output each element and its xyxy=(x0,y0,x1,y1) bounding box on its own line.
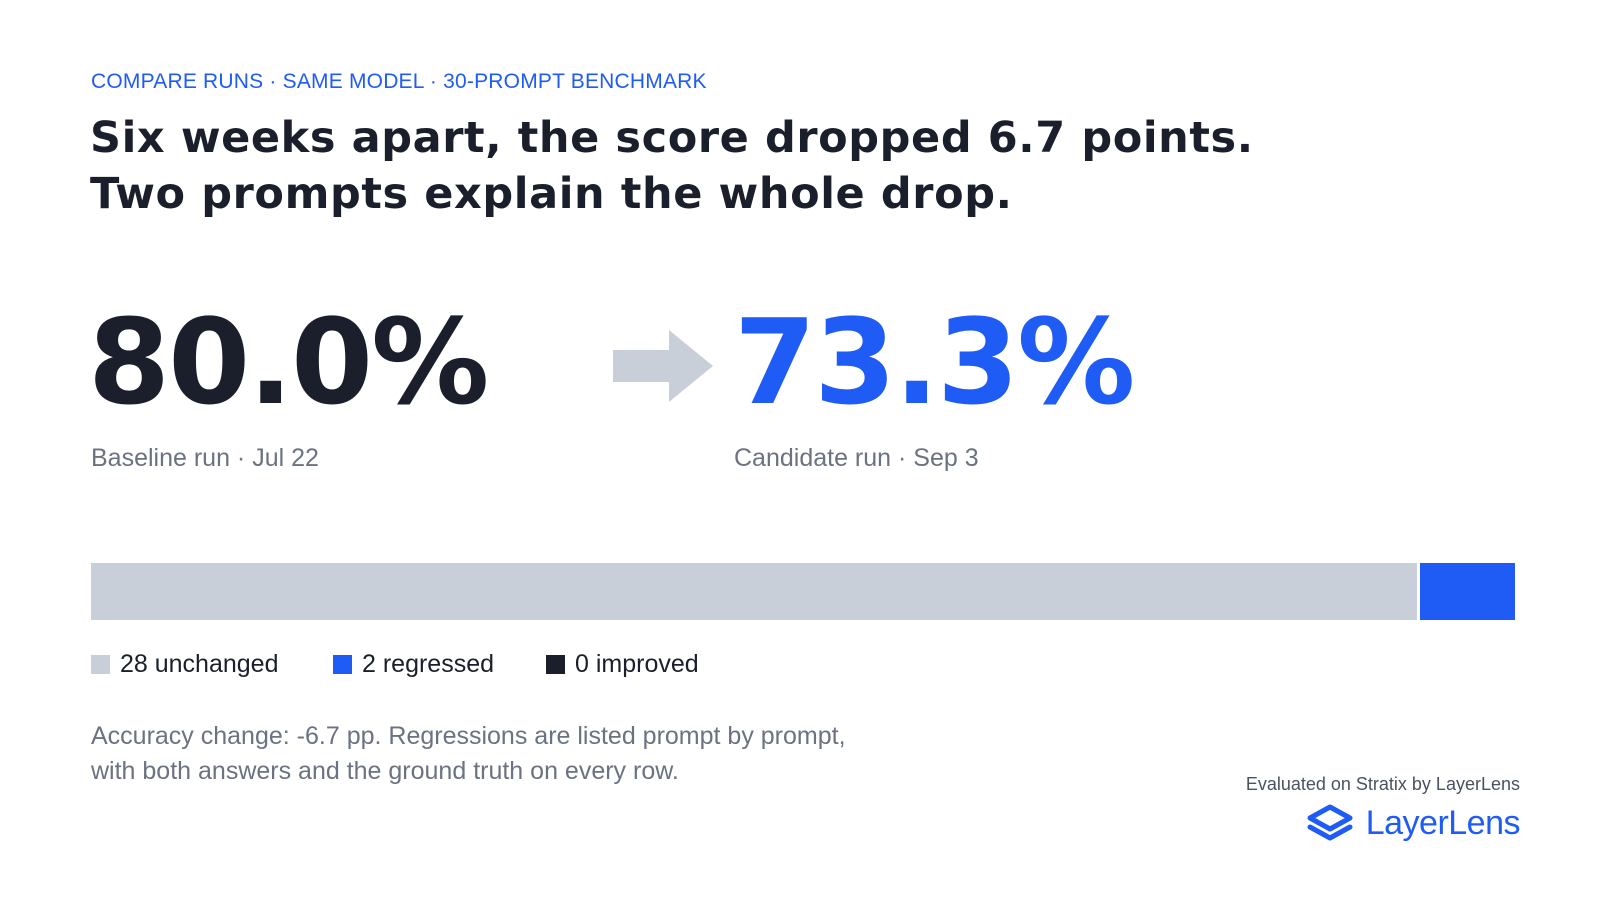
summary-note-line-1: Accuracy change: -6.7 pp. Regressions ar… xyxy=(91,722,846,750)
arrow-right-icon xyxy=(613,330,713,402)
legend-label-improved: 0 improved xyxy=(575,650,699,678)
legend-swatch-improved xyxy=(546,655,565,674)
bar-segment-regressed xyxy=(1420,563,1515,620)
eyebrow-label: COMPARE RUNS · SAME MODEL · 30-PROMPT BE… xyxy=(91,70,707,93)
legend-label-unchanged: 28 unchanged xyxy=(120,650,279,678)
legend-item-unchanged: 28 unchanged xyxy=(91,650,278,679)
layers-logo-icon xyxy=(1307,804,1353,841)
legend-item-regressed: 2 regressed xyxy=(333,650,494,679)
candidate-score: 73.3% xyxy=(734,293,1135,431)
baseline-score: 80.0% xyxy=(88,293,489,431)
summary-note: Accuracy change: -6.7 pp. Regressions ar… xyxy=(91,719,846,789)
legend-swatch-unchanged xyxy=(91,655,110,674)
prompt-breakdown-bar xyxy=(91,563,1515,620)
candidate-run-label: Candidate run · Sep 3 xyxy=(734,444,979,472)
summary-note-line-2: with both answers and the ground truth o… xyxy=(91,757,679,785)
headline: Six weeks apart, the score dropped 6.7 p… xyxy=(90,110,1254,222)
baseline-run-label: Baseline run · Jul 22 xyxy=(91,444,319,472)
bar-segment-unchanged xyxy=(91,563,1418,620)
headline-line-2: Two prompts explain the whole drop. xyxy=(90,169,1013,219)
legend-swatch-regressed xyxy=(333,655,352,674)
legend-item-improved: 0 improved xyxy=(546,650,699,679)
brand-name: LayerLens xyxy=(1365,803,1521,842)
evaluated-on-text: Evaluated on Stratix by LayerLens xyxy=(1245,774,1520,794)
legend-label-regressed: 2 regressed xyxy=(362,650,495,678)
headline-line-1: Six weeks apart, the score dropped 6.7 p… xyxy=(90,113,1254,163)
brand-lockup: LayerLens xyxy=(1306,803,1521,843)
